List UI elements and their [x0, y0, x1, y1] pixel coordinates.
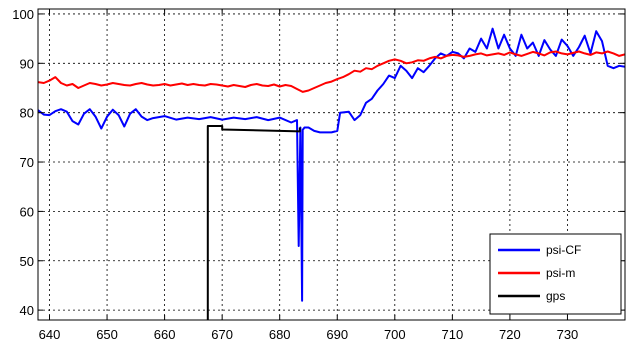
series-line-psi-CF: [38, 27, 625, 302]
series-layer: [38, 27, 625, 320]
x-tick-label: 710: [442, 327, 464, 342]
series-line-gps: [206, 125, 301, 320]
x-tick-label: 690: [326, 327, 348, 342]
y-tick-label: 90: [20, 56, 34, 71]
legend-label-psi-CF: psi-CF: [546, 243, 581, 257]
y-tick-label: 60: [20, 204, 34, 219]
legend-label-gps: gps: [546, 289, 565, 303]
plot-frame: [37, 8, 626, 321]
grid: [38, 9, 625, 320]
x-tick-label: 640: [39, 327, 61, 342]
legend-label-psi-m: psi-m: [546, 266, 575, 280]
x-tick-label: 700: [384, 327, 406, 342]
y-tick-label: 70: [20, 155, 34, 170]
series-group: [38, 27, 625, 320]
y-tick-label: 100: [12, 7, 34, 22]
x-tick-label: 660: [154, 327, 176, 342]
series-line-psi-m: [38, 50, 625, 93]
x-tick-label: 720: [499, 327, 521, 342]
x-tick-label: 650: [96, 327, 118, 342]
y-tick-label: 80: [20, 106, 34, 121]
axis-ticks: 640 650 660 670 680 690 700 710 720 730 40 50 60 70 80…: [12, 7, 625, 342]
y-tick-label: 50: [20, 254, 34, 269]
x-tick-label: 680: [269, 327, 291, 342]
legend: psi-CF psi-m gps: [489, 233, 622, 315]
y-tick-label: 40: [20, 303, 34, 318]
x-tick-label: 730: [557, 327, 579, 342]
x-tick-label: 670: [211, 327, 233, 342]
